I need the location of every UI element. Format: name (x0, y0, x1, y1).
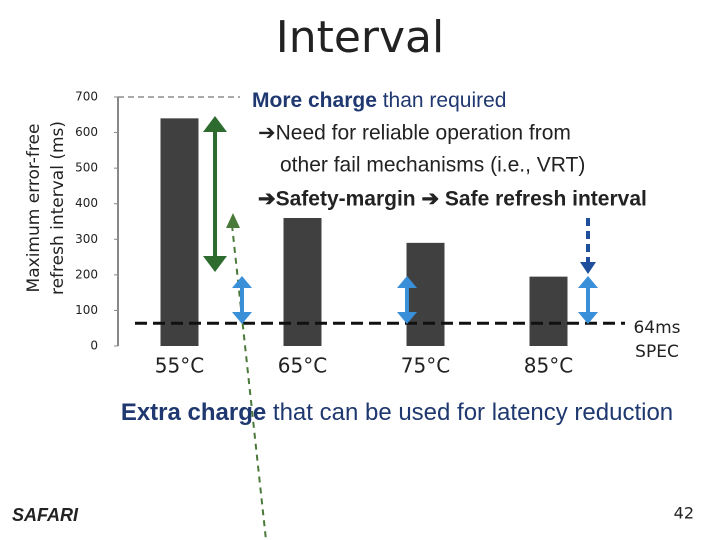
arrow-head (232, 276, 252, 288)
takeaway-text: that can be used for latency reduction (266, 399, 673, 426)
bar (529, 276, 568, 346)
bar (406, 242, 445, 346)
callout-line: More charge than required (252, 89, 506, 112)
arrow-head (578, 276, 598, 288)
annotation-arrows (203, 116, 598, 540)
callout-bold: More charge (252, 89, 377, 112)
arrow-head (397, 276, 417, 288)
callout-line: other fail mechanisms (i.e., VRT) (280, 154, 585, 177)
slide-title: Interval (276, 12, 445, 63)
arrow-head (397, 312, 417, 324)
callout-line: ➔Safety-margin ➔ Safe refresh interval (258, 188, 647, 211)
y-tick-label: 0 (90, 339, 98, 353)
spec-label: SPEC (635, 342, 679, 362)
arrow-head (226, 213, 240, 228)
arrow-head (232, 312, 252, 324)
arrow-head (203, 116, 227, 132)
takeaway-bold: Extra charge (121, 399, 266, 426)
arrow-head (203, 256, 227, 272)
y-tick-label: 400 (75, 196, 98, 210)
y-tick-label: 100 (75, 303, 98, 317)
x-tick-label: 55°C (155, 354, 204, 378)
callout-line: ➔Need for reliable operation from (258, 122, 571, 145)
y-axis-label: refresh interval (ms) (48, 121, 68, 295)
arrow-head (578, 312, 598, 324)
y-tick-label: 500 (75, 161, 98, 175)
y-axis-label: Maximum error-free (24, 124, 44, 293)
bar (160, 118, 199, 346)
logo: SAFARI (12, 505, 79, 525)
y-tick-label: 600 (75, 125, 98, 139)
takeaway: Extra charge that can be used for latenc… (121, 399, 673, 426)
callout-text: than required (377, 89, 507, 112)
x-tick-label: 75°C (401, 354, 450, 378)
callout-box (240, 80, 718, 218)
dashed-pointer (231, 224, 267, 540)
spec-label: 64ms (633, 318, 680, 338)
page-number: 42 (674, 504, 694, 523)
x-tick-label: 85°C (524, 354, 573, 378)
y-tick-label: 700 (75, 90, 98, 104)
y-tick-label: 200 (75, 267, 98, 281)
x-tick-label: 65°C (278, 354, 327, 378)
plot-area: 0 100 200 300 400 500 600 700 55°C 65°C 75°C 85°C 64… (75, 90, 681, 378)
y-tick-label: 300 (75, 232, 98, 246)
arrow-head (580, 262, 596, 274)
